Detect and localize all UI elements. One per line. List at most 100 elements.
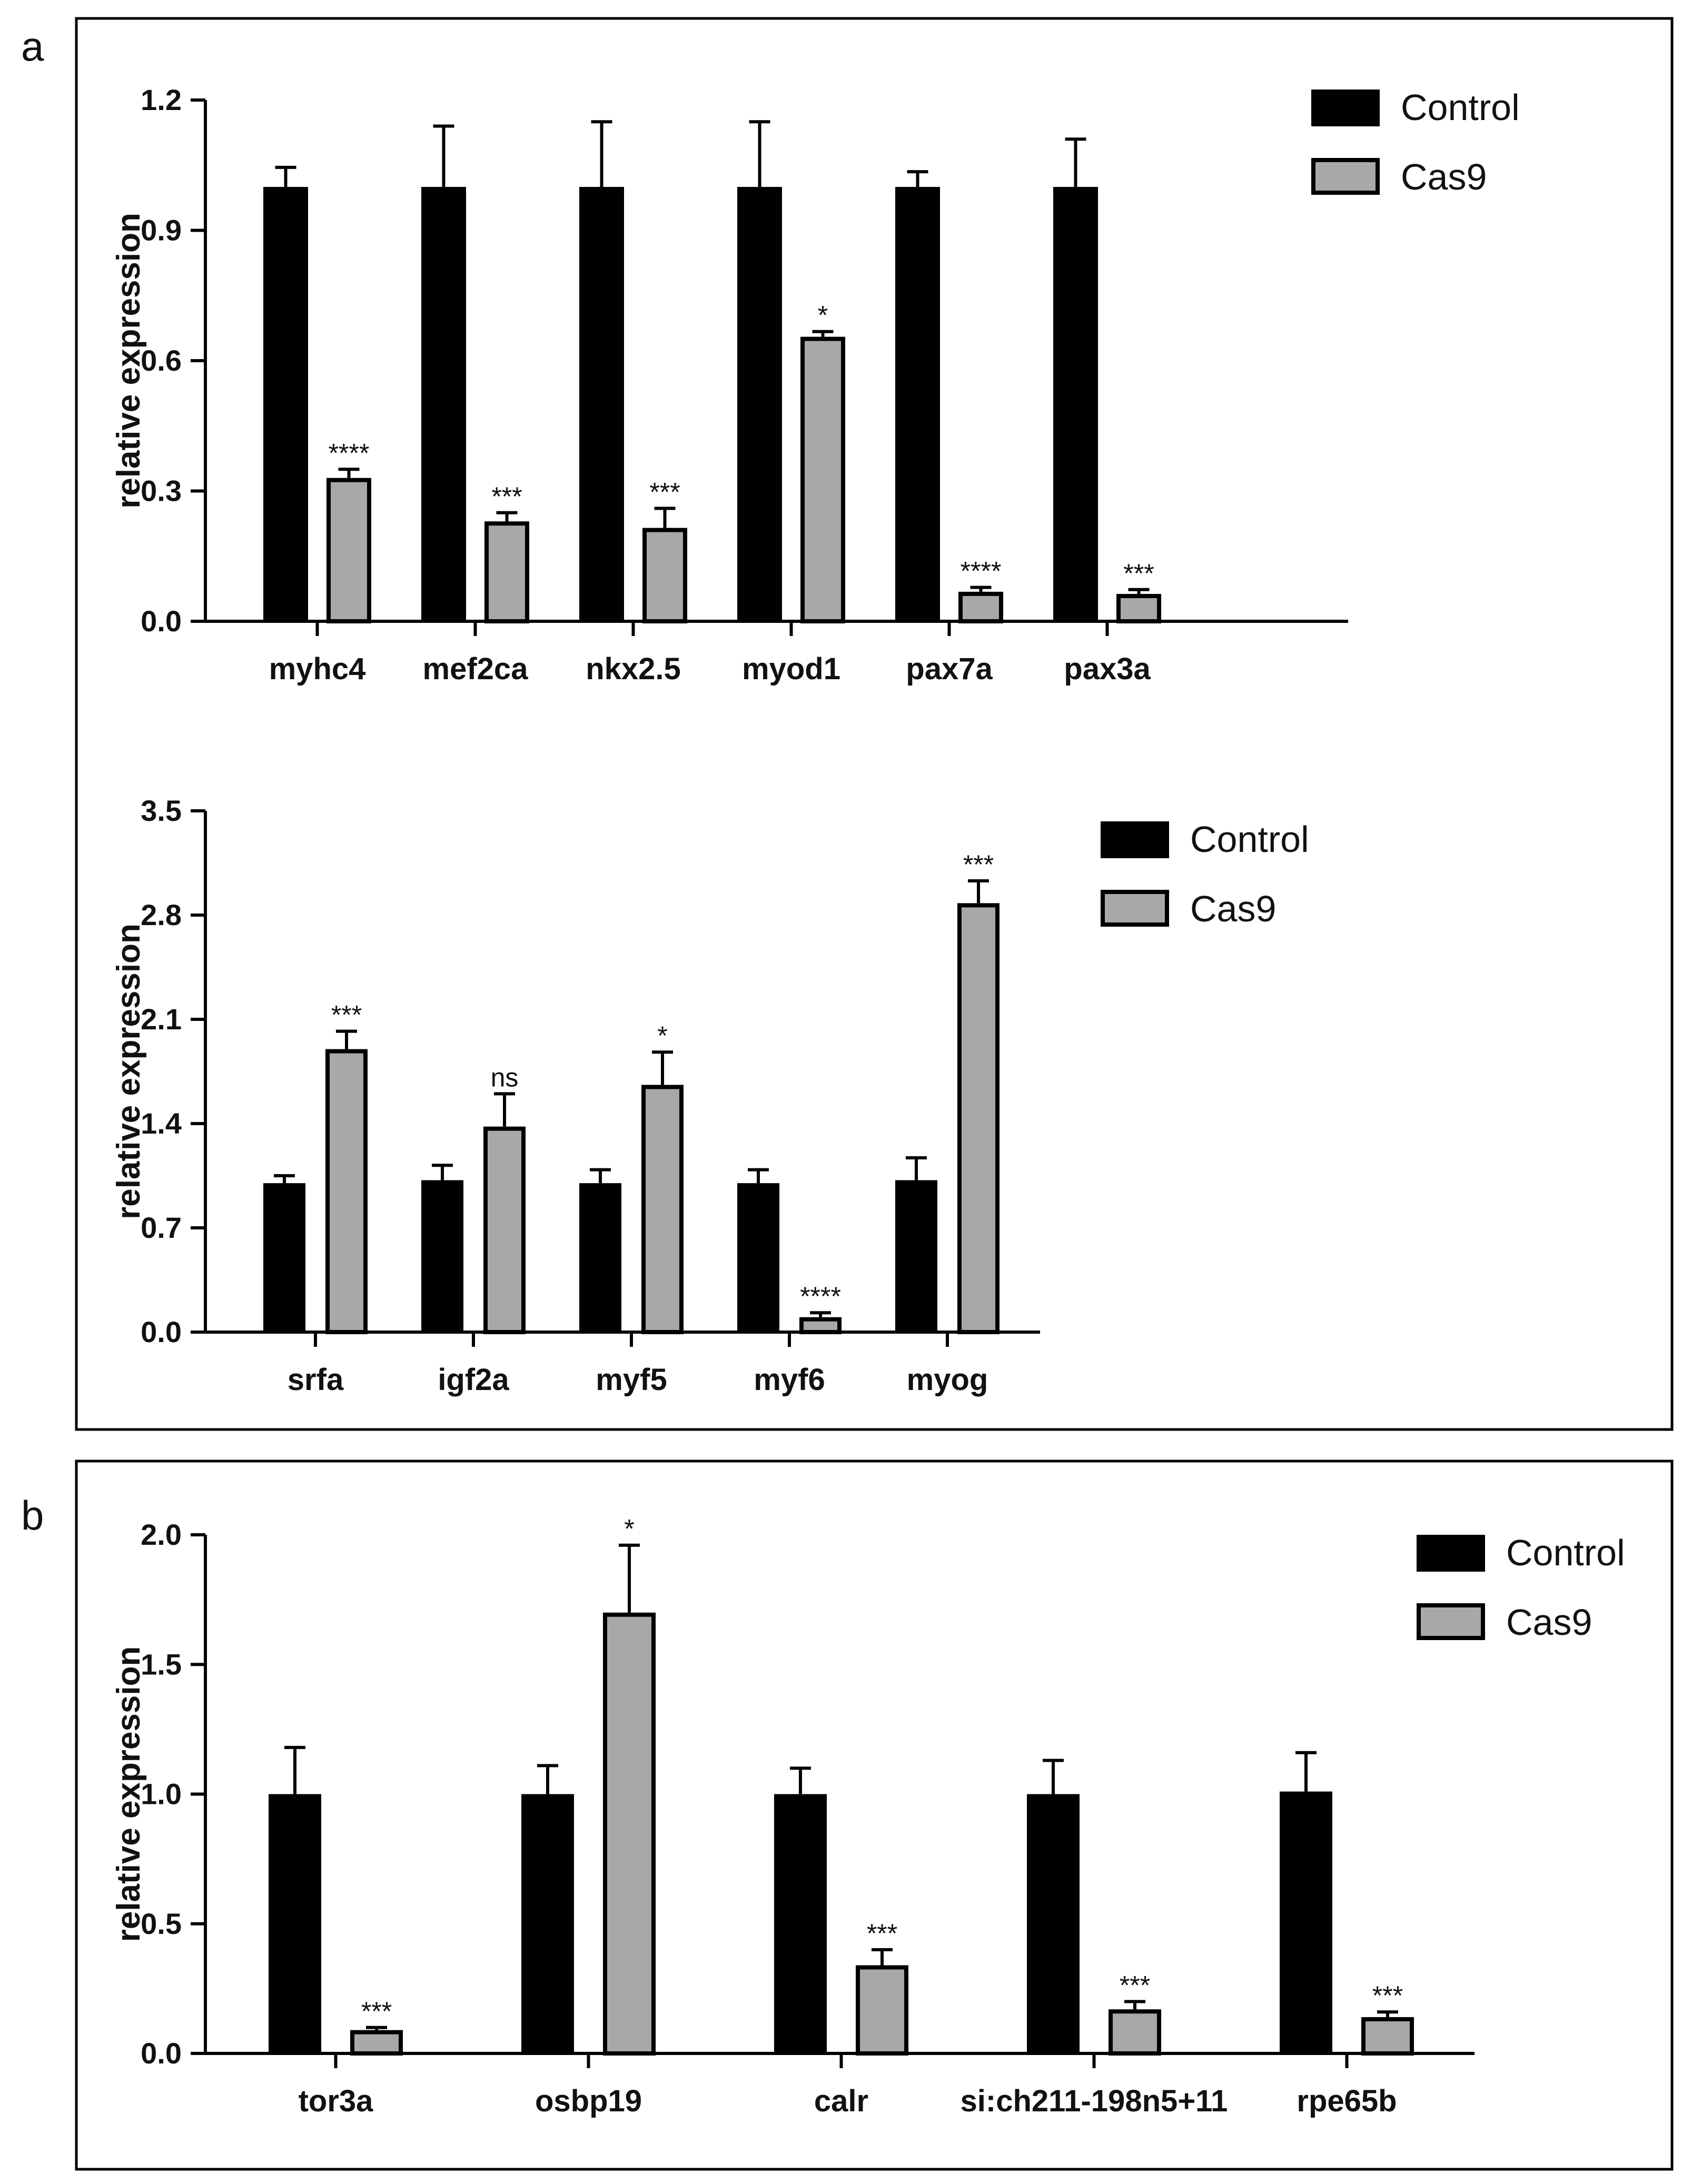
x-tick-label: si:ch211-198n5+11 — [961, 2084, 1228, 2118]
bar-cas9 — [958, 591, 1003, 624]
panel-b-frame — [75, 1460, 1674, 2171]
significance-label: *** — [649, 478, 680, 507]
y-tick-label: 0.3 — [141, 474, 182, 508]
y-tick-label: 3.5 — [141, 794, 182, 827]
bar-control — [579, 1183, 621, 1332]
bar-cas9 — [957, 903, 1000, 1335]
y-tick-label: 1.0 — [141, 1778, 182, 1811]
significance-label: *** — [1120, 1971, 1150, 2000]
y-tick-label: 2.8 — [141, 898, 182, 931]
significance-label: **** — [961, 557, 1002, 586]
x-tick-label: nkx2.5 — [586, 652, 681, 686]
significance-label: * — [657, 1021, 667, 1050]
legend-swatch-control — [1311, 90, 1380, 126]
significance-label: *** — [491, 482, 522, 511]
legend-label-control: Control — [1506, 1532, 1625, 1573]
significance-label: * — [624, 1514, 634, 1544]
y-tick-label: 1.2 — [141, 83, 182, 116]
x-tick-label: myhc4 — [269, 652, 366, 686]
legend-swatch-cas9 — [1417, 1603, 1485, 1640]
y-tick-label: 2.1 — [141, 1002, 182, 1036]
significance-label: *** — [331, 1000, 362, 1030]
bar-control — [1027, 1794, 1080, 2053]
x-tick-label: igf2a — [438, 1363, 509, 1397]
bar-control — [1053, 187, 1098, 621]
x-tick-label: calr — [814, 2084, 868, 2118]
bar-cas9 — [642, 528, 687, 623]
bar-cas9 — [856, 1965, 908, 2056]
x-tick-label: myf5 — [596, 1363, 667, 1397]
legend-label-control: Control — [1190, 819, 1309, 860]
legend-label-cas9: Cas9 — [1190, 888, 1276, 929]
bar-cas9 — [799, 1317, 842, 1335]
significance-label: **** — [800, 1282, 841, 1311]
bar-control — [421, 1180, 463, 1332]
panel-a-letter: a — [21, 23, 44, 70]
bar-cas9 — [800, 336, 845, 623]
bar-control — [521, 1794, 574, 2053]
significance-label: * — [818, 301, 828, 330]
y-tick-label: 0.0 — [141, 604, 182, 638]
significance-label: *** — [1372, 1981, 1403, 2010]
legend-swatch-control — [1101, 821, 1169, 858]
legend-label-cas9: Cas9 — [1401, 156, 1487, 197]
significance-label: *** — [867, 1919, 897, 1948]
legend: Control Cas9 — [1311, 87, 1520, 197]
bar-control — [263, 187, 308, 621]
y-tick-label: 0.7 — [141, 1211, 182, 1244]
x-tick-label: srfa — [288, 1363, 344, 1397]
bar-cas9 — [1361, 2017, 1414, 2056]
bar-cas9 — [483, 1126, 526, 1335]
bar-control — [1280, 1791, 1332, 2053]
significance-label: *** — [963, 850, 994, 879]
y-tick-label: 2.0 — [141, 1518, 182, 1551]
chart-a-bottom: 0.0 0.7 1.4 2.1 2.8 3.5 relative expression srf… — [111, 794, 1309, 1397]
bar-cas9 — [484, 521, 529, 623]
y-tick-label: 1.5 — [141, 1647, 182, 1681]
bar-cas9 — [350, 2030, 403, 2056]
panel-b-letter: b — [21, 1492, 44, 1538]
x-tick-label: pax3a — [1064, 652, 1151, 686]
x-tick-label: osbp19 — [535, 2084, 642, 2118]
y-tick-label: 0.0 — [141, 1315, 182, 1348]
y-axis-label: relative expression — [111, 924, 147, 1219]
y-axis-label: relative expression — [111, 213, 147, 509]
bar-control — [269, 1794, 321, 2053]
y-tick-label: 0.6 — [141, 344, 182, 377]
legend-swatch-control — [1417, 1535, 1485, 1572]
legend: Control Cas9 — [1101, 819, 1309, 929]
legend-swatch-cas9 — [1311, 158, 1380, 195]
legend-label-control: Control — [1401, 87, 1520, 128]
x-tick-label: myod1 — [742, 652, 840, 686]
y-tick-label: 0.9 — [141, 214, 182, 247]
bar-control — [774, 1794, 827, 2053]
significance-label: *** — [1123, 559, 1154, 588]
x-tick-label: myog — [907, 1363, 988, 1397]
x-tick-label: mef2ca — [423, 652, 529, 686]
bar-control — [263, 1183, 305, 1332]
legend: Control Cas9 — [1417, 1532, 1625, 1643]
y-axis-label: relative expression — [111, 1646, 147, 1942]
bar-cas9 — [326, 478, 371, 623]
y-tick-label: 0.0 — [141, 2037, 182, 2070]
x-tick-label: pax7a — [906, 652, 993, 686]
bar-control — [895, 187, 940, 621]
x-tick-label: tor3a — [299, 2084, 374, 2118]
chart-b: 0.0 0.5 1.0 1.5 2.0 relative expression tor3a *… — [111, 1514, 1625, 2118]
bar-cas9 — [1109, 2009, 1161, 2056]
legend-swatch-cas9 — [1101, 890, 1169, 927]
bar-cas9 — [1116, 594, 1161, 624]
y-tick-label: 1.4 — [141, 1107, 182, 1140]
chart-a-top: 0.0 0.3 0.6 0.9 1.2 relative expression myhc4 *… — [111, 83, 1520, 686]
bar-cas9 — [325, 1049, 368, 1334]
bar-control — [421, 187, 466, 621]
x-tick-label: myf6 — [754, 1363, 825, 1397]
significance-label: **** — [329, 438, 370, 468]
bar-cas9 — [603, 1612, 656, 2056]
bar-control — [737, 187, 782, 621]
legend-label-cas9: Cas9 — [1506, 1602, 1592, 1643]
panel-a-frame — [75, 17, 1674, 1431]
y-tick-label: 0.5 — [141, 1907, 182, 1940]
bar-cas9 — [641, 1085, 684, 1334]
